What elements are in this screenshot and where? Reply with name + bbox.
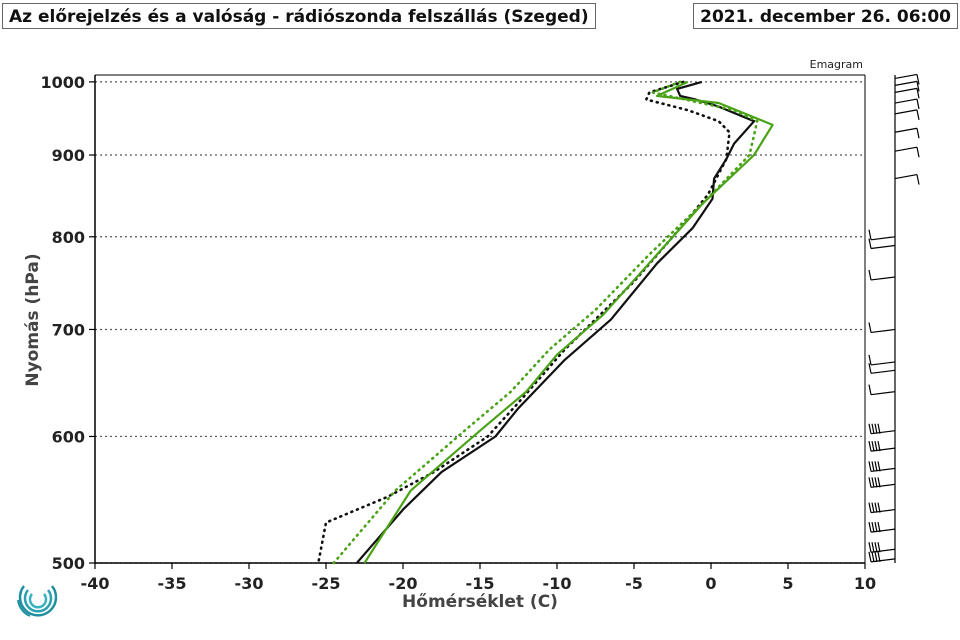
wind-barb: [894, 146, 920, 158]
wind-barb: [868, 354, 896, 366]
emagram-label: Emagram: [810, 58, 863, 71]
x-axis-title: Hőmérséklet (C): [402, 592, 558, 612]
wind-barb: [868, 269, 896, 281]
x-tick-label--25: -25: [312, 574, 341, 593]
wind-barb: [894, 73, 920, 85]
x-tick-label--30: -30: [235, 574, 264, 593]
y-tick-label-800: 800: [52, 228, 85, 247]
chart-title: Az előrejelzés és a valóság - rádiószond…: [2, 3, 596, 29]
y-axis-title: Nyomás (hPa): [23, 253, 43, 386]
x-tick-label-5: 5: [782, 574, 793, 593]
wind-barb: [868, 441, 896, 452]
grid-lines: [95, 81, 865, 564]
wind-barb: [894, 127, 920, 139]
wind-barb: [868, 363, 896, 374]
series-lines: [317, 80, 774, 565]
wind-barb: [868, 423, 896, 435]
series-line-1: [355, 80, 756, 564]
y-tick-label-600: 600: [52, 427, 85, 446]
wind-barb: [868, 384, 896, 396]
x-ticks: -40 -35 -30 -25 -20 -15 -10 -5 0 5 10: [81, 563, 876, 593]
x-tick-label-0: 0: [705, 574, 716, 593]
y-ticks: 500 600 700 800 900 1000: [40, 73, 95, 573]
wind-barb: [894, 80, 920, 92]
chart-datetime: 2021. december 26. 06:00: [693, 3, 958, 29]
wind-barb: [868, 542, 896, 553]
wind-barb: [868, 461, 896, 473]
x-tick-label--10: -10: [543, 574, 572, 593]
x-tick-label--40: -40: [81, 574, 110, 593]
wind-barb: [868, 551, 896, 563]
series-line-3: [363, 80, 774, 564]
logo-icon: [17, 585, 58, 617]
wind-barb: [894, 87, 920, 99]
wind-barb: [894, 109, 920, 120]
wind-barb: [868, 229, 896, 241]
x-tick-label--35: -35: [158, 574, 187, 593]
wind-barb: [868, 522, 896, 533]
x-tick-label-10: 10: [854, 574, 876, 593]
x-tick-label--15: -15: [466, 574, 495, 593]
wind-barb: [868, 477, 896, 488]
wind-barb: [894, 98, 920, 110]
wind-barb: [868, 238, 896, 250]
series-line-4: [332, 80, 759, 565]
wind-barb: [868, 502, 896, 514]
x-tick-label--5: -5: [625, 574, 643, 593]
axes: [94, 74, 866, 564]
x-tick-label--20: -20: [389, 574, 418, 593]
wind-barbs: [868, 73, 920, 563]
series-line-2: [317, 80, 731, 565]
wind-barb: [868, 322, 896, 334]
y-tick-label-700: 700: [52, 320, 85, 339]
wind-barb: [894, 173, 920, 185]
y-tick-label-1000: 1000: [40, 73, 85, 92]
y-tick-label-900: 900: [52, 146, 85, 165]
y-tick-label-500: 500: [52, 554, 85, 573]
